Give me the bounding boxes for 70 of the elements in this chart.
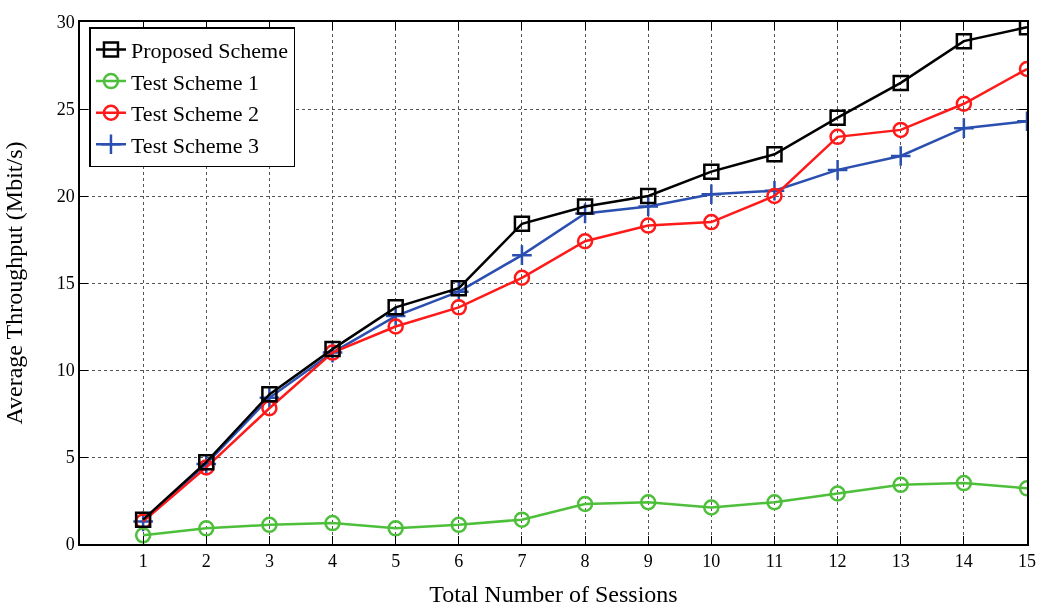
point <box>324 340 341 358</box>
point <box>576 495 594 513</box>
point <box>829 109 846 126</box>
y-tick-label: 0 <box>65 534 75 555</box>
y-tick-label: 30 <box>56 12 75 33</box>
x-tick-label: 11 <box>765 551 784 572</box>
point <box>387 520 404 537</box>
x-tick-label: 14 <box>954 551 973 572</box>
point <box>892 74 909 92</box>
point <box>955 32 973 50</box>
point <box>261 516 278 534</box>
point <box>889 144 912 168</box>
y-axis-title: Average Throughput (Mbit/s) <box>0 141 27 425</box>
point <box>766 145 783 163</box>
point <box>324 514 341 532</box>
point <box>829 485 846 502</box>
x-axis-title: Total Number of Sessions <box>429 581 678 607</box>
y-tick-label: 15 <box>56 273 75 294</box>
point <box>700 183 723 206</box>
point <box>955 95 973 113</box>
legend-label: Test Scheme 1 <box>130 69 259 95</box>
x-tick-label: 2 <box>201 551 211 572</box>
point <box>576 232 594 250</box>
point <box>510 244 533 267</box>
legend-label: Test Scheme 2 <box>130 101 259 127</box>
x-tick-label: 4 <box>328 551 338 572</box>
point <box>892 476 909 494</box>
point <box>639 493 657 511</box>
y-tick-label: 10 <box>56 360 75 381</box>
x-tick-label: 8 <box>580 551 590 572</box>
x-tick-label: 15 <box>1018 551 1036 572</box>
x-tick-label: 5 <box>391 551 401 572</box>
point <box>450 516 468 534</box>
point <box>952 117 975 140</box>
point <box>703 499 720 516</box>
legend-label: Test Scheme 3 <box>130 132 259 158</box>
x-tick-label: 1 <box>138 551 148 572</box>
point <box>513 215 531 233</box>
point <box>955 474 973 492</box>
point <box>703 163 720 180</box>
point <box>766 187 783 205</box>
x-tick-label: 12 <box>828 551 847 572</box>
point <box>703 213 720 231</box>
point <box>387 299 404 316</box>
y-tick-label: 25 <box>56 99 75 120</box>
point <box>450 279 468 297</box>
point <box>892 121 909 139</box>
point <box>829 128 846 146</box>
y-tick-label: 20 <box>56 186 75 207</box>
point <box>826 158 849 181</box>
x-tick-label: 3 <box>264 551 274 572</box>
x-tick-label: 13 <box>891 551 910 572</box>
y-tick-label: 5 <box>65 447 75 468</box>
point <box>513 269 531 287</box>
point <box>450 299 468 316</box>
point <box>576 198 594 215</box>
x-tick-label: 7 <box>517 551 527 572</box>
point <box>261 386 278 403</box>
x-tick-label: 6 <box>454 551 464 572</box>
point <box>639 217 657 234</box>
x-tick-label: 9 <box>643 551 653 572</box>
legend-label: Proposed Scheme <box>130 38 288 64</box>
point <box>766 493 783 511</box>
x-tick-label: 10 <box>702 551 721 572</box>
point <box>198 453 215 471</box>
point <box>513 511 531 528</box>
point <box>198 520 215 537</box>
point <box>639 187 657 205</box>
point <box>134 527 152 544</box>
point <box>387 318 404 335</box>
